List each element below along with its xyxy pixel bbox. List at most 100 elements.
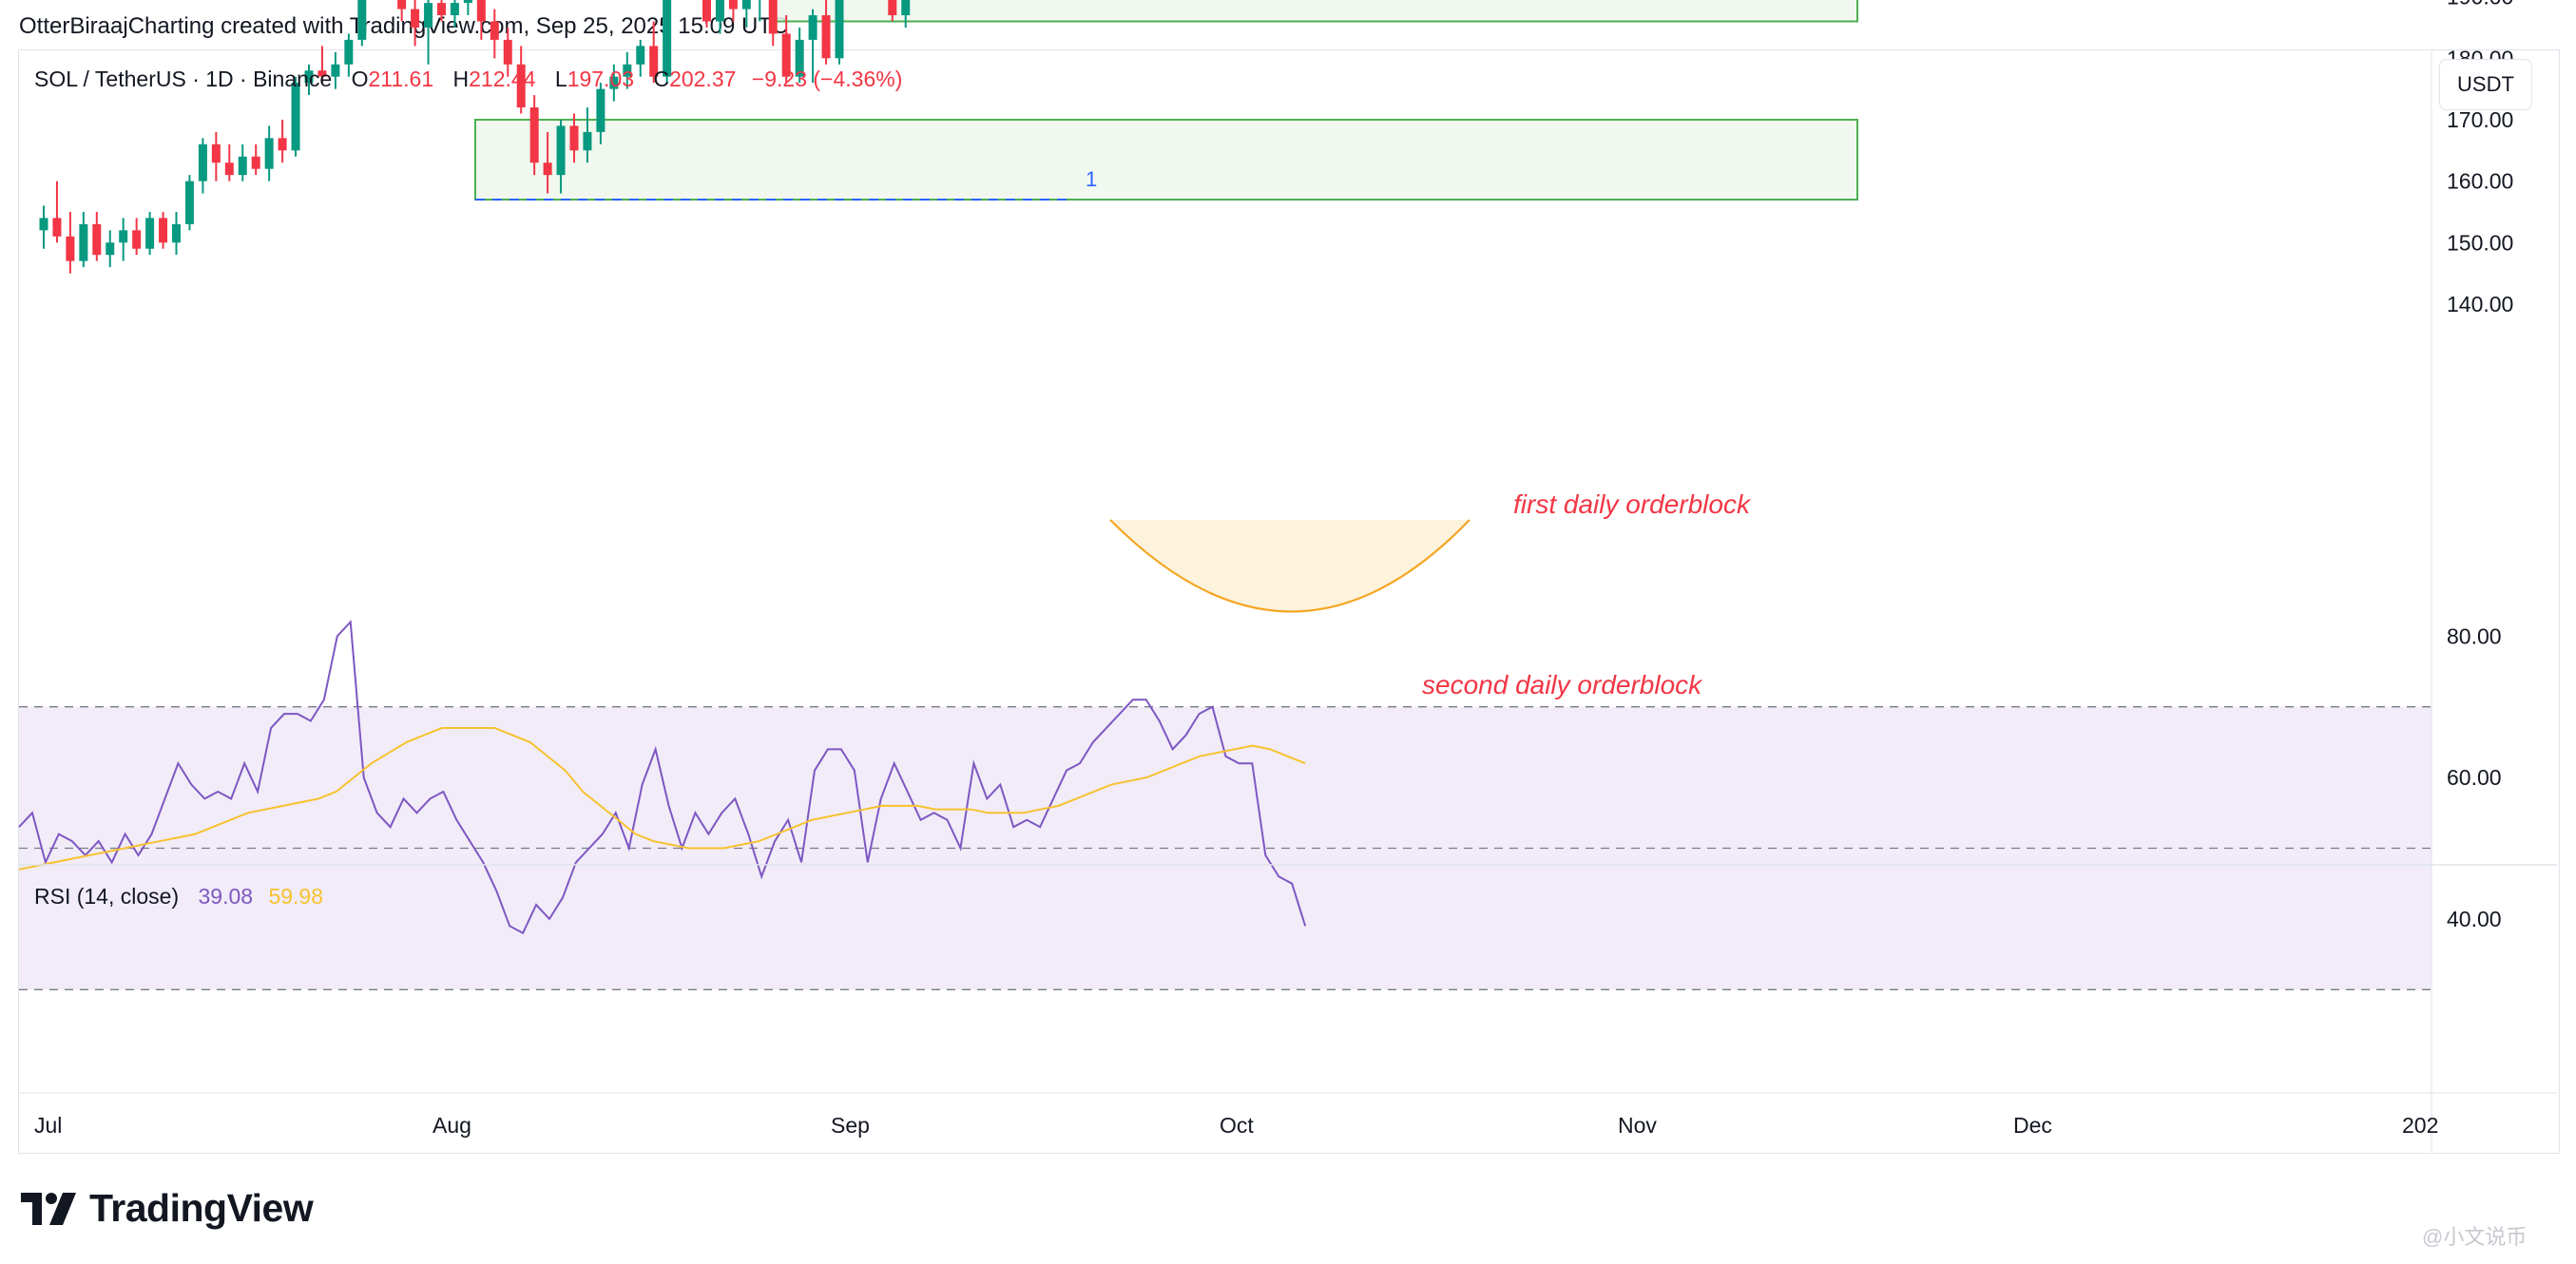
candle <box>795 27 804 84</box>
candle-body <box>52 218 62 237</box>
candle <box>79 211 88 268</box>
candle-body <box>715 0 724 22</box>
candle-body <box>503 39 512 65</box>
candle-body <box>901 0 911 16</box>
candle-body <box>516 64 526 108</box>
high-value: 212.44 <box>469 67 536 91</box>
candle-body <box>224 163 234 176</box>
rsi-title[interactable]: RSI (14, close) <box>34 884 180 909</box>
candle <box>344 33 354 77</box>
candle <box>543 131 552 194</box>
orderblock-first-label: first daily orderblock <box>1513 489 1752 519</box>
candle <box>159 211 168 249</box>
time-tick-label: Oct <box>1220 1113 1254 1138</box>
tradingview-logo-text: TradingView <box>89 1186 314 1230</box>
candle <box>702 0 711 28</box>
candle <box>106 230 115 268</box>
candle-body <box>663 0 672 77</box>
candle-body <box>543 163 552 176</box>
price-tick-label: 140.00 <box>2447 292 2513 316</box>
candle <box>238 144 247 182</box>
candle <box>808 9 817 84</box>
candle <box>357 0 367 47</box>
orderblock-first <box>773 0 1858 23</box>
candle-body <box>331 64 340 77</box>
rounding-bottom-arc <box>1109 519 1471 613</box>
candle <box>569 113 579 163</box>
candle-body <box>424 3 433 28</box>
candle-body <box>437 3 446 16</box>
candle <box>556 119 566 194</box>
symbol-legend: SOL / TetherUS · 1D · Binance O211.61 H2… <box>34 67 902 92</box>
candle <box>623 51 632 89</box>
symbol-title[interactable]: SOL / TetherUS · 1D · Binance <box>34 67 333 91</box>
candle-body <box>583 131 592 151</box>
candle-body <box>304 70 314 84</box>
candle-body <box>397 0 407 10</box>
candle-body <box>476 0 486 22</box>
candle <box>450 0 459 28</box>
rsi-value: 39.08 <box>198 884 254 909</box>
candle <box>145 211 155 256</box>
time-tick-label: Nov <box>1618 1113 1657 1138</box>
candle <box>636 39 645 77</box>
candle <box>411 0 420 47</box>
candle-body <box>728 0 738 10</box>
candle <box>424 0 433 65</box>
candle-body <box>450 3 459 16</box>
candle <box>39 205 48 249</box>
candle-body <box>145 218 155 249</box>
candle <box>437 0 446 22</box>
candle <box>781 15 791 84</box>
candle <box>397 0 407 22</box>
candle-body <box>278 138 287 151</box>
time-tick-label: Aug <box>433 1113 471 1138</box>
candle <box>728 0 738 22</box>
candle-body <box>781 33 791 77</box>
candle-body <box>623 64 632 77</box>
currency-selector[interactable]: USDT <box>2439 59 2532 110</box>
price-tick-label: 160.00 <box>2447 169 2513 194</box>
candle-body <box>251 156 260 169</box>
candle-body <box>636 46 645 65</box>
rsi-legend: RSI (14, close) 39.08 59.98 <box>34 884 323 910</box>
candle-body <box>609 76 619 89</box>
candle <box>331 51 340 89</box>
rsi-ma-line <box>18 727 1306 871</box>
candle-body <box>39 218 48 231</box>
candle-body <box>211 144 221 163</box>
candle-body <box>198 144 207 182</box>
chart-credit: OtterBiraajCharting created with Trading… <box>19 13 789 39</box>
candle-body <box>119 230 128 243</box>
candle <box>119 218 128 261</box>
candle <box>901 0 911 28</box>
candle-body <box>106 242 115 256</box>
candle <box>278 119 287 163</box>
rsi-line <box>18 620 1307 935</box>
candle <box>529 95 539 176</box>
candle <box>649 21 659 84</box>
candle <box>66 211 75 274</box>
candle <box>52 181 62 243</box>
candle-body <box>768 0 778 34</box>
candle-body <box>741 0 751 10</box>
chart-frame <box>18 49 2560 1154</box>
candle <box>291 76 300 157</box>
candle-body <box>821 15 831 59</box>
fib-label-1: 1 <box>1086 167 1097 191</box>
time-tick-label: Sep <box>831 1113 870 1138</box>
tradingview-logo[interactable]: TradingView <box>21 1186 314 1231</box>
rsi-tick-label: 80.00 <box>2447 623 2502 648</box>
candle <box>821 0 831 65</box>
candle-body <box>172 223 181 243</box>
candle <box>768 0 778 47</box>
low-value: 197.03 <box>567 67 635 91</box>
price-tick-label: 190.00 <box>2447 0 2513 10</box>
change-value: −9.23 (−4.36%) <box>751 67 903 91</box>
candle-body <box>184 181 194 224</box>
candle <box>198 138 207 194</box>
orderblock-second-label: second daily orderblock <box>1422 670 1703 699</box>
close-label: C <box>653 67 670 91</box>
candle <box>516 46 526 114</box>
